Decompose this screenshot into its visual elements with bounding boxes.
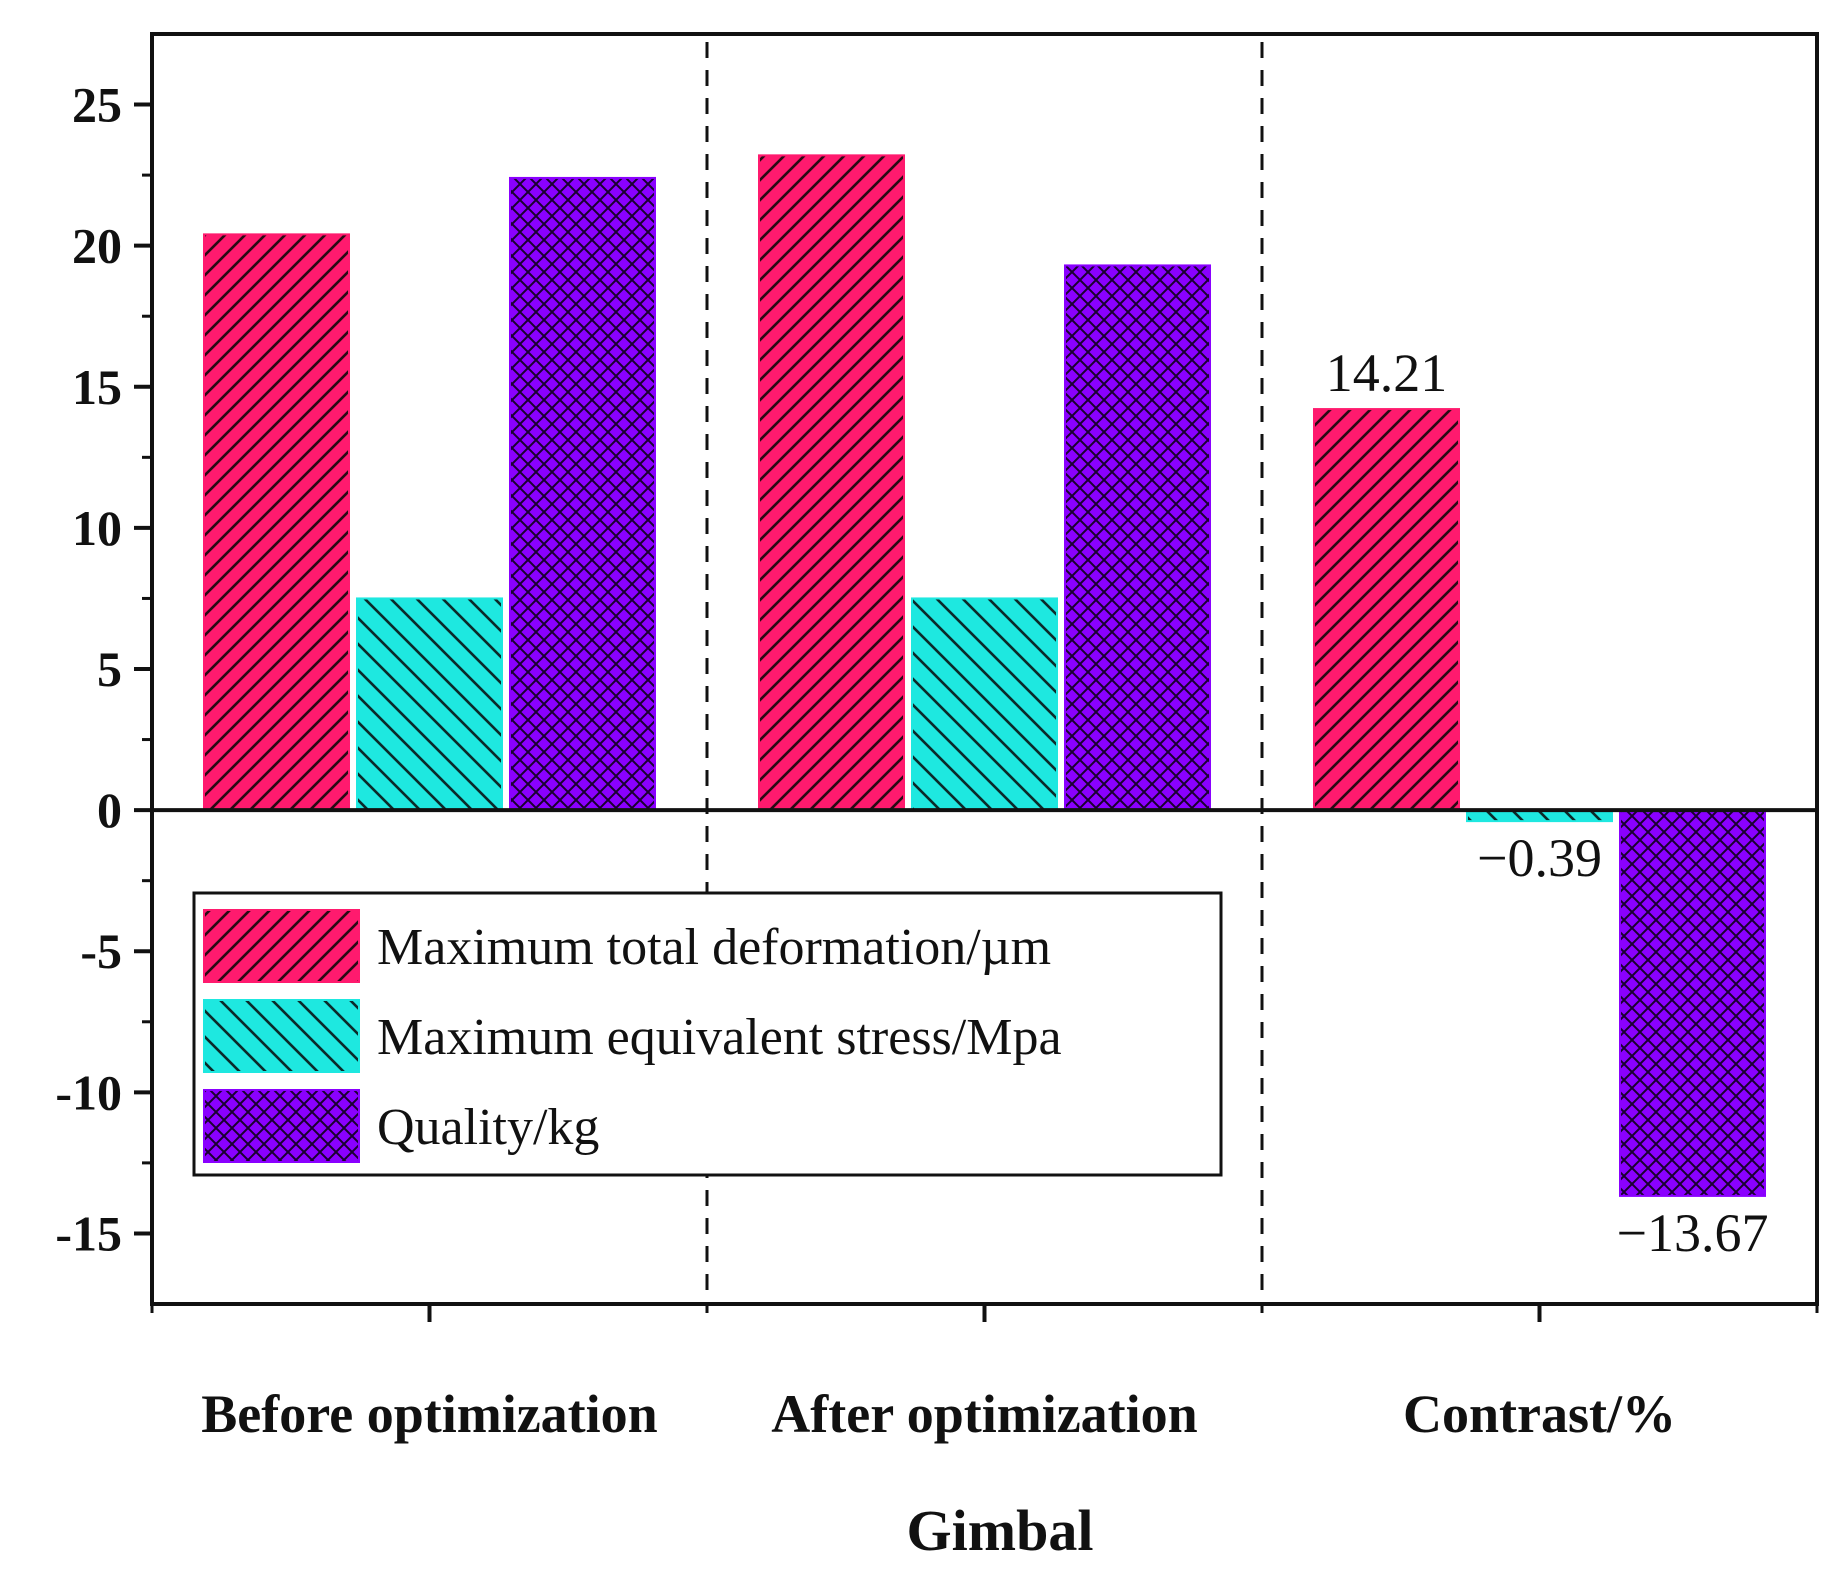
bar: [509, 176, 656, 812]
data-labels: 14.21 −0.39 −13.67: [1326, 343, 1769, 1263]
bar: [1064, 264, 1211, 812]
data-label: −0.39: [1477, 828, 1602, 888]
x-axis-title: Gimbal: [907, 1498, 1094, 1563]
x-axis: Before optimization After optimization Con…: [150, 1304, 1819, 1444]
bar: [911, 597, 1058, 812]
bar: [203, 233, 350, 812]
legend-swatch: [203, 999, 360, 1073]
y-axis: -15 -10 -5 0 5 10 15 20 25: [55, 77, 152, 1261]
y-tick-label: -10: [55, 1064, 122, 1120]
bars-layer: [203, 154, 1766, 1197]
y-tick-label: 0: [97, 782, 122, 838]
y-tick-label: -5: [80, 923, 122, 979]
bar: [1619, 809, 1766, 1197]
legend-label: Maximum total deformation/µm: [377, 919, 1051, 976]
x-tick-label: Contrast/%: [1403, 1384, 1676, 1444]
legend-box: [192, 891, 1223, 1177]
bar: [1313, 408, 1460, 812]
data-label: −13.67: [1617, 1203, 1769, 1263]
legend-label: Quality/kg: [377, 1099, 599, 1156]
x-tick-label: Before optimization: [201, 1384, 657, 1444]
legend-swatch: [203, 1089, 360, 1163]
y-tick-label: 20: [72, 218, 122, 274]
bar: [758, 154, 905, 812]
x-tick-label: After optimization: [771, 1384, 1197, 1444]
y-tick-label: 5: [97, 641, 122, 697]
legend-label: Maximum equivalent stress/Mpa: [377, 1009, 1062, 1066]
data-label: 14.21: [1326, 343, 1448, 403]
legend: Maximum total deformation/µm Maximum equi…: [192, 891, 1223, 1177]
y-tick-label: 15: [72, 359, 122, 415]
bar: [356, 597, 503, 812]
legend-swatch: [203, 909, 360, 983]
y-tick-label: 10: [72, 500, 122, 556]
y-tick-label: 25: [72, 77, 122, 133]
y-tick-label: -15: [55, 1205, 122, 1261]
